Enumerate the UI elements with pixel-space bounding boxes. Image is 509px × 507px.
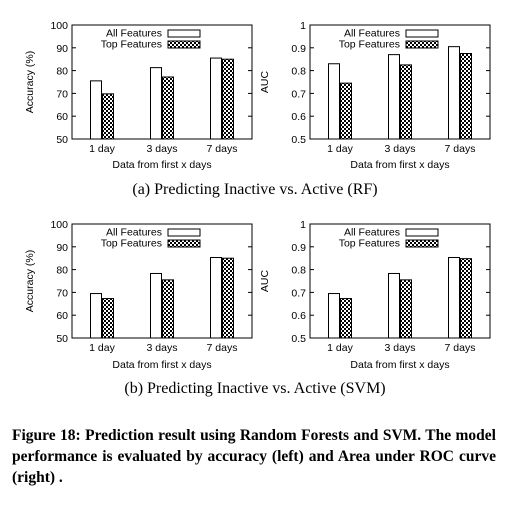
- y-tick-label: 70: [56, 88, 68, 100]
- x-tick-label: 7 days: [445, 342, 476, 354]
- y-tick-label: 80: [56, 66, 68, 78]
- x-axis-label: Data from first x days: [112, 159, 211, 171]
- y-tick-label: 0.5: [291, 333, 306, 345]
- x-tick-label: 3 days: [147, 143, 178, 155]
- legend-swatch-top-features: [167, 40, 201, 49]
- y-tick-label: 60: [56, 310, 68, 322]
- bar-all-features-2: [210, 57, 222, 140]
- bar-top-features-2: [222, 257, 234, 339]
- x-tick-label: 3 days: [147, 342, 178, 354]
- plot-frame: [309, 24, 491, 140]
- bar-all-features-0: [328, 293, 340, 339]
- y-axis-label: AUC: [259, 269, 271, 292]
- y-tick-label: 0.6: [291, 310, 306, 322]
- y-axis-label: Accuracy (%): [24, 51, 36, 113]
- y-tick-label: 90: [56, 242, 68, 254]
- bar-all-features-0: [90, 80, 102, 140]
- bar-top-features-1: [400, 64, 412, 140]
- bar-all-features-2: [448, 46, 460, 140]
- legend-label-all-features: All Features: [344, 28, 400, 40]
- y-tick-label: 50: [56, 333, 68, 345]
- y-tick-label: 0.6: [291, 111, 306, 123]
- x-tick-label: 1 day: [89, 143, 115, 155]
- bar-all-features-0: [328, 63, 340, 140]
- bar-top-features-2: [460, 53, 472, 140]
- y-tick-label: 0.7: [291, 88, 306, 100]
- bar-top-features-1: [162, 279, 174, 339]
- legend-label-all-features: All Features: [344, 227, 400, 239]
- legend-swatch-top-features: [167, 239, 201, 248]
- plot-frame: [71, 24, 253, 140]
- legend-swatch-top-features: [405, 40, 439, 49]
- y-axis-label: AUC: [259, 70, 271, 93]
- chart-svm-auc: 0.5 0.6 0.7 0.8 0.9 1 1 day 3 days 7 days Data fr…: [259, 219, 491, 371]
- y-tick-label: 0.9: [291, 242, 306, 254]
- x-tick-label: 7 days: [445, 143, 476, 155]
- y-tick-label: 90: [56, 43, 68, 55]
- bar-top-features-2: [460, 258, 472, 339]
- legend-swatch-top-features: [405, 239, 439, 248]
- y-tick-label: 60: [56, 111, 68, 123]
- bar-top-features-0: [102, 93, 114, 140]
- y-tick-label: 50: [56, 134, 68, 146]
- y-axis-label: Accuracy (%): [24, 250, 36, 312]
- legend-label-all-features: All Features: [106, 227, 162, 239]
- x-tick-label: 3 days: [385, 342, 416, 354]
- plot-frame: [309, 223, 491, 339]
- bar-all-features-1: [150, 67, 162, 140]
- x-axis-label: Data from first x days: [350, 159, 449, 171]
- y-tick-label: 70: [56, 287, 68, 299]
- x-tick-label: 3 days: [385, 143, 416, 155]
- x-axis-label: Data from first x days: [112, 359, 211, 371]
- legend-label-all-features: All Features: [106, 28, 162, 40]
- bar-top-features-1: [162, 76, 174, 140]
- legend-label-top-features: Top Features: [101, 39, 162, 51]
- bar-all-features-1: [388, 54, 400, 140]
- subcaption-rf: (a) Predicting Inactive vs. Active (RF): [132, 181, 377, 198]
- x-tick-label: 7 days: [207, 342, 238, 354]
- y-tick-label: 0.9: [291, 43, 306, 55]
- chart-svm-accuracy: 50 60 70 80 90 100 1 day 3 days 7 days Data from …: [24, 219, 253, 371]
- legend-swatch-all-features: [167, 228, 201, 237]
- y-tick-label: 0.7: [291, 287, 306, 299]
- y-tick-label: 1: [300, 20, 306, 32]
- bar-top-features-2: [222, 58, 234, 140]
- y-tick-label: 80: [56, 265, 68, 277]
- figure-caption: Figure 18: Prediction result using Rando…: [12, 427, 496, 486]
- bar-top-features-0: [340, 298, 352, 339]
- bar-all-features-2: [448, 257, 460, 339]
- bar-all-features-1: [388, 272, 400, 339]
- x-axis-label: Data from first x days: [350, 359, 449, 371]
- x-tick-label: 1 day: [327, 342, 353, 354]
- legend-label-top-features: Top Features: [101, 238, 162, 250]
- legend-swatch-all-features: [405, 228, 439, 237]
- y-tick-label: 0.8: [291, 66, 306, 78]
- legend-label-top-features: Top Features: [339, 39, 400, 51]
- bar-top-features-0: [340, 82, 352, 140]
- bar-top-features-1: [400, 279, 412, 339]
- bar-all-features-1: [150, 272, 162, 339]
- y-tick-label: 0.8: [291, 265, 306, 277]
- bar-all-features-2: [210, 257, 222, 339]
- y-tick-label: 100: [50, 219, 68, 231]
- y-tick-label: 0.5: [291, 134, 306, 146]
- x-tick-label: 7 days: [207, 143, 238, 155]
- bar-all-features-0: [90, 293, 102, 339]
- bar-top-features-0: [102, 298, 114, 339]
- plot-frame: [71, 223, 253, 339]
- legend-label-top-features: Top Features: [339, 238, 400, 250]
- x-tick-label: 1 day: [89, 342, 115, 354]
- legend-swatch-all-features: [167, 29, 201, 38]
- y-tick-label: 100: [50, 20, 68, 32]
- chart-rf-auc: 0.5 0.6 0.7 0.8 0.9 1 1 day 3 days 7 days Data fr…: [259, 20, 491, 171]
- x-tick-label: 1 day: [327, 143, 353, 155]
- chart-rf-accuracy: 50 60 70 80 90 100 1 day 3 days 7 days Data from …: [24, 20, 253, 171]
- legend-swatch-all-features: [405, 29, 439, 38]
- y-tick-label: 1: [300, 219, 306, 231]
- subcaption-svm: (b) Predicting Inactive vs. Active (SVM): [124, 380, 385, 397]
